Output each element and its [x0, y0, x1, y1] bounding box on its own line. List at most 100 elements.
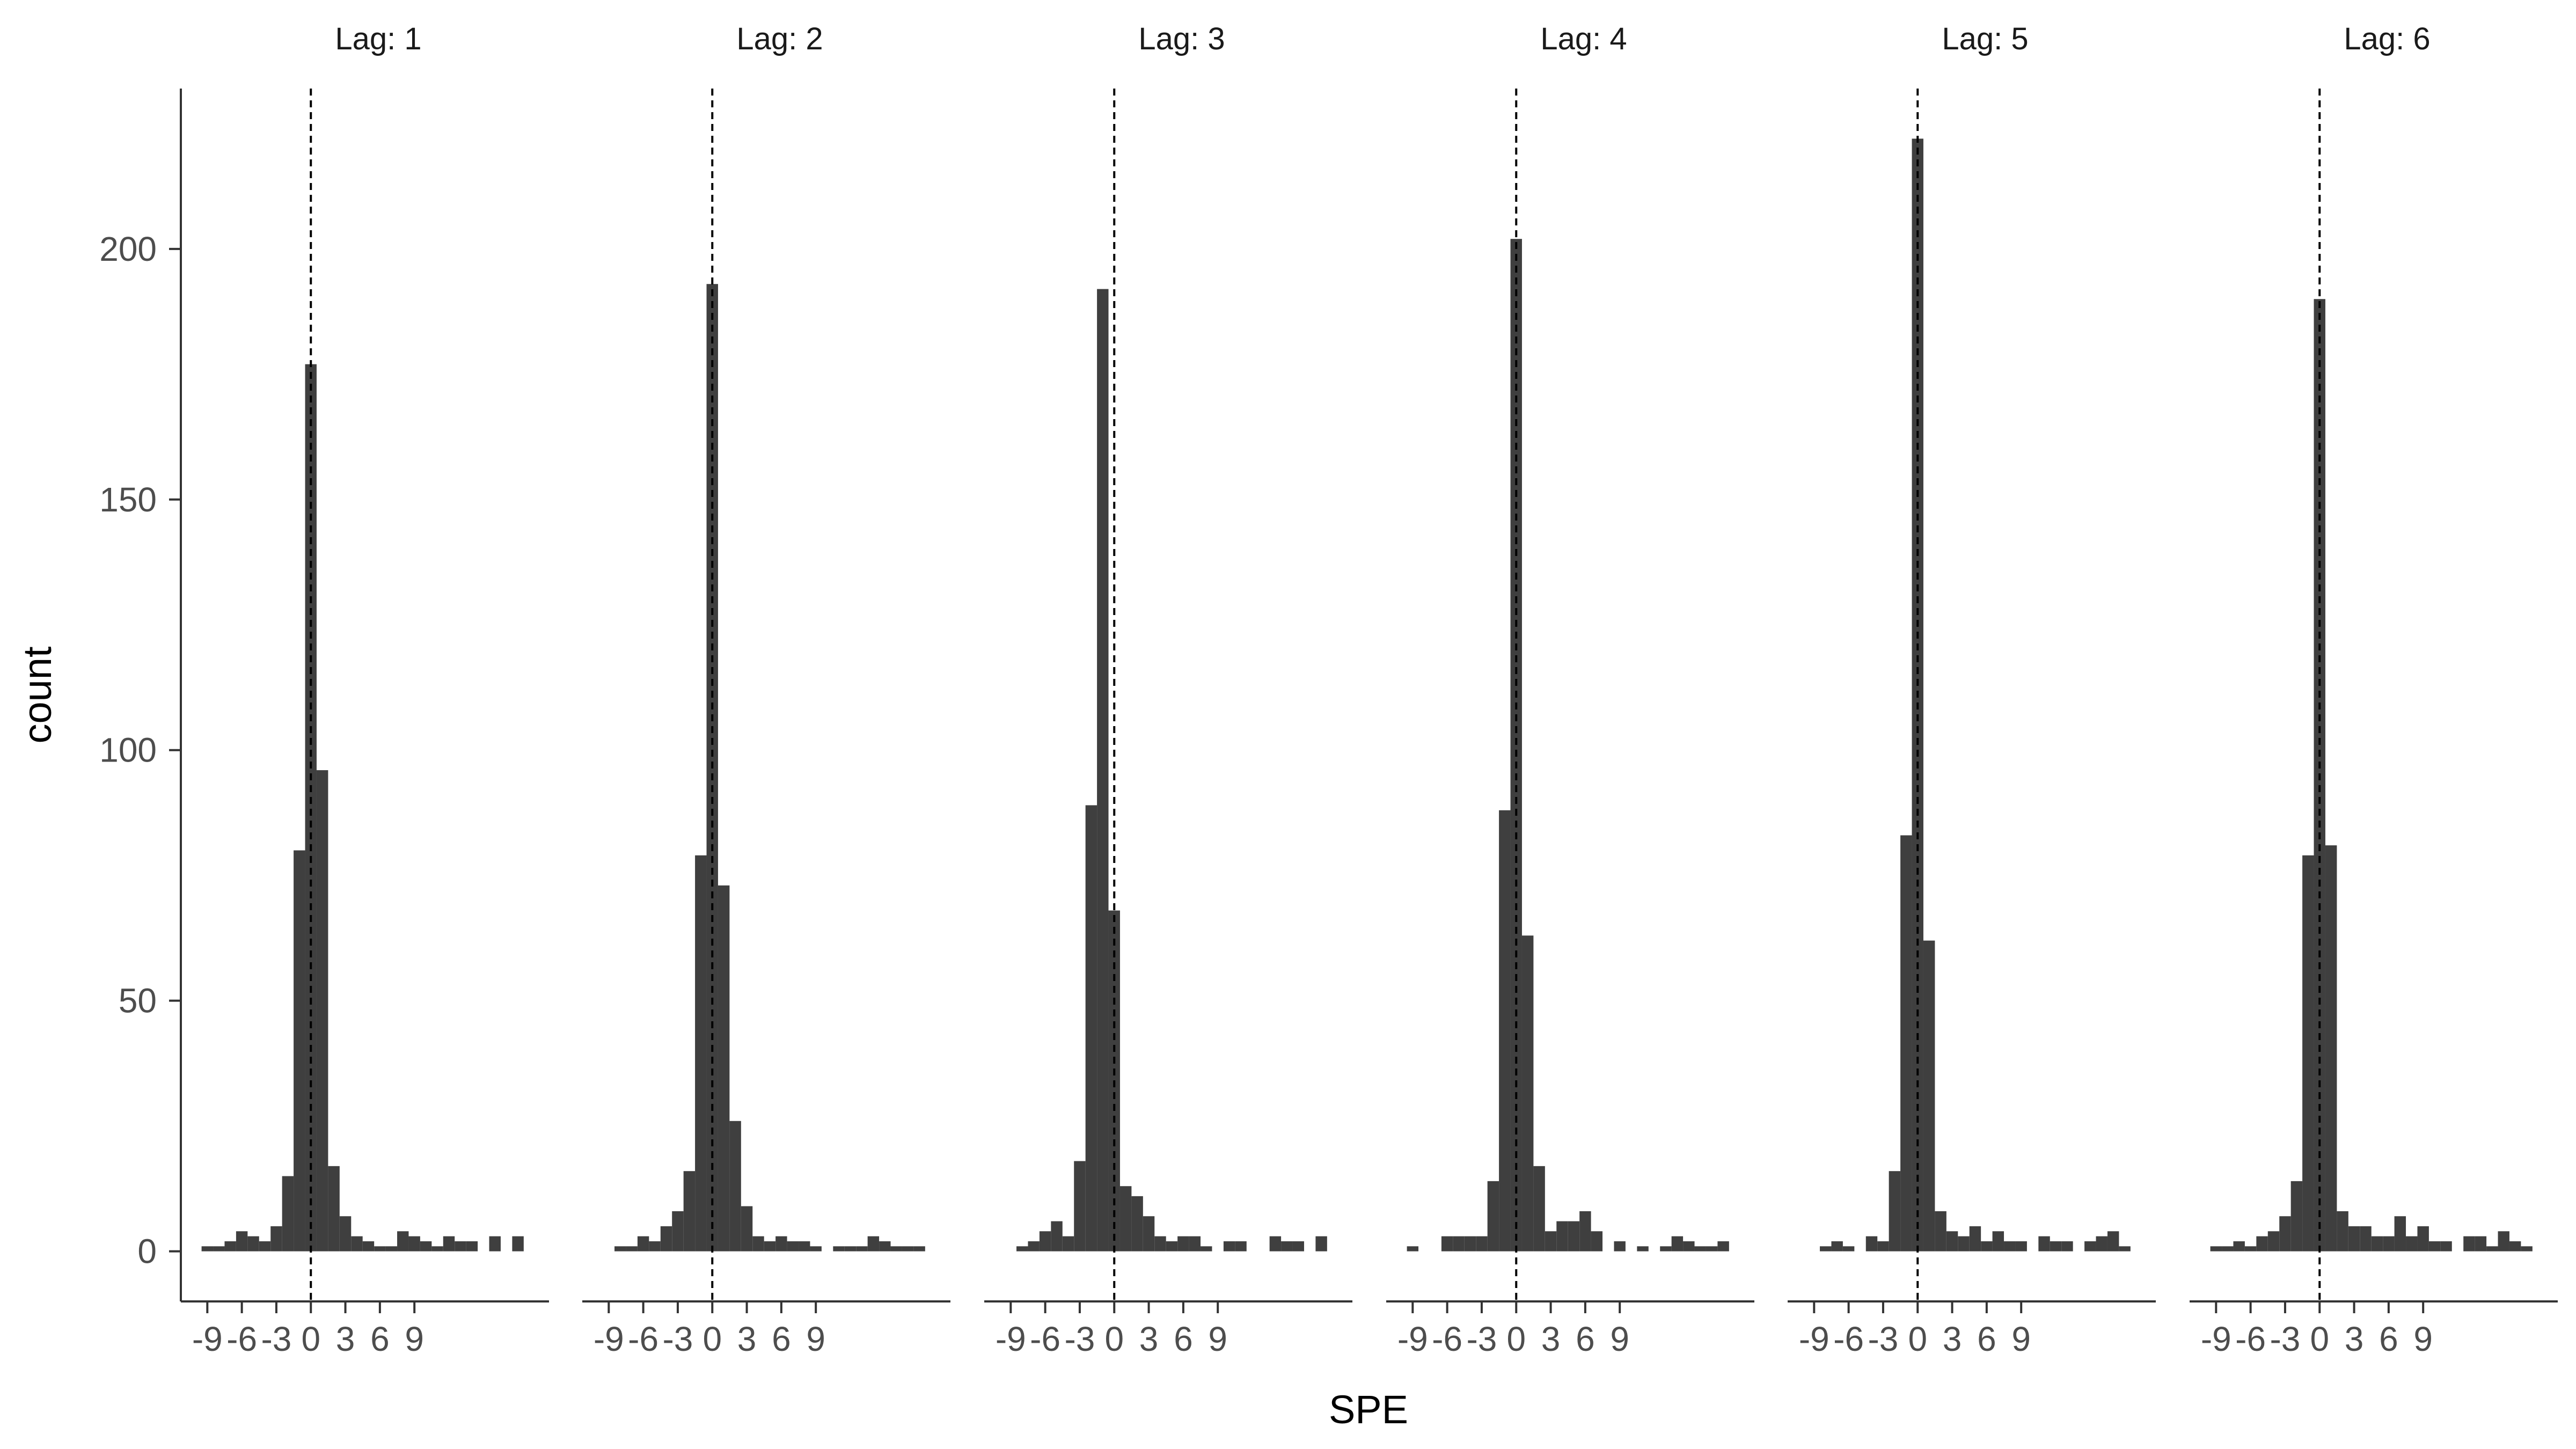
histogram-bar	[626, 1246, 638, 1252]
x-tick-label: 9	[405, 1320, 424, 1358]
histogram-bar	[512, 1236, 524, 1252]
histogram-bar	[683, 1171, 696, 1252]
histogram-bar	[2244, 1246, 2257, 1252]
histogram-bar	[856, 1246, 868, 1252]
x-axis-title: SPE	[1329, 1387, 1408, 1432]
histogram-bar	[1487, 1181, 1499, 1252]
histogram-bar	[2004, 1241, 2016, 1252]
histogram-bar	[1556, 1221, 1568, 1252]
histogram-bar	[614, 1246, 626, 1252]
x-tick-label: -3	[662, 1320, 693, 1358]
histogram-bar	[1637, 1246, 1649, 1252]
x-tick-label: -3	[1868, 1320, 1898, 1358]
histogram-bar	[443, 1236, 455, 1252]
histogram-bar	[1660, 1246, 1672, 1252]
histogram-bar	[397, 1231, 409, 1252]
histogram-bar	[1865, 1236, 1878, 1252]
histogram-bar	[2394, 1216, 2406, 1252]
panel-strip-label: Lag: 4	[1540, 21, 1627, 56]
histogram-bar	[1201, 1246, 1212, 1252]
histogram-bar	[660, 1226, 672, 1252]
histogram-bar	[695, 855, 707, 1252]
histogram-bar	[236, 1231, 248, 1252]
histogram-bar	[2233, 1241, 2245, 1252]
x-tick-label: 6	[370, 1320, 390, 1358]
histogram-bar	[1935, 1211, 1946, 1252]
x-tick-label: -9	[594, 1320, 624, 1358]
histogram-bar	[2325, 845, 2337, 1252]
histogram-bar	[1143, 1216, 1155, 1252]
histogram-bar	[867, 1236, 880, 1252]
histogram-bar	[1683, 1241, 1695, 1252]
histogram-bar	[1269, 1236, 1282, 1252]
histogram-bar	[1923, 940, 1935, 1252]
histogram-bar	[729, 1121, 741, 1252]
histogram-bar	[2050, 1241, 2062, 1252]
histogram-bar	[385, 1246, 398, 1252]
histogram-bar	[1579, 1211, 1591, 1252]
x-tick-label: -9	[2201, 1320, 2231, 1358]
histogram-bar	[1889, 1171, 1901, 1252]
histogram-bar	[890, 1246, 902, 1252]
histogram-bar	[1453, 1236, 1465, 1252]
histogram-bar	[2084, 1241, 2096, 1252]
histogram-bar	[2417, 1226, 2429, 1252]
histogram-bar	[2337, 1211, 2348, 1252]
histogram-bar	[2267, 1231, 2280, 1252]
histogram-bar	[259, 1241, 271, 1252]
x-tick-label: -6	[1030, 1320, 1060, 1358]
histogram-bar	[201, 1246, 214, 1252]
histogram-bar	[2107, 1231, 2119, 1252]
x-tick-label: 0	[1908, 1320, 1927, 1358]
histogram-bar	[1969, 1226, 1981, 1252]
histogram-bar	[1533, 1166, 1545, 1252]
x-tick-label: -9	[192, 1320, 223, 1358]
x-tick-label: 3	[1139, 1320, 1159, 1358]
y-tick-label: 200	[99, 230, 157, 268]
x-tick-label: -9	[1397, 1320, 1428, 1358]
x-tick-label: -3	[261, 1320, 291, 1358]
panel-strip-label: Lag: 3	[1138, 21, 1225, 56]
panel-strip-label: Lag: 1	[335, 21, 421, 56]
histogram-bar	[1085, 805, 1097, 1252]
histogram-bar	[810, 1246, 822, 1252]
histogram-bar	[294, 850, 305, 1252]
histogram-bar	[408, 1236, 420, 1252]
x-tick-label: -9	[996, 1320, 1026, 1358]
histogram-bar	[1166, 1241, 1178, 1252]
histogram-bar	[2210, 1246, 2222, 1252]
histogram-bar	[1820, 1246, 1832, 1252]
histogram-bar	[1281, 1241, 1293, 1252]
histogram-bar	[1842, 1246, 1855, 1252]
histogram-bar	[2498, 1231, 2509, 1252]
histogram-bar	[2290, 1181, 2303, 1252]
x-tick-label: -3	[1466, 1320, 1497, 1358]
histogram-bar	[764, 1241, 776, 1252]
histogram-bar	[2015, 1241, 2027, 1252]
histogram-bar	[1028, 1241, 1040, 1252]
histogram-bar	[1706, 1246, 1718, 1252]
x-tick-label: -6	[1833, 1320, 1864, 1358]
histogram-bar	[431, 1246, 443, 1252]
histogram-bar	[2222, 1246, 2234, 1252]
histogram-bar	[741, 1206, 753, 1252]
histogram-bar	[1671, 1236, 1684, 1252]
histogram-bar	[1074, 1161, 1086, 1252]
histogram-bar	[1062, 1236, 1074, 1252]
histogram-bar	[1694, 1246, 1706, 1252]
histogram-bar	[1051, 1221, 1063, 1252]
histogram-bar	[270, 1226, 282, 1252]
histogram-bar	[775, 1236, 787, 1252]
x-tick-label: 3	[2345, 1320, 2364, 1358]
histogram-bar	[489, 1236, 501, 1252]
histogram-bar	[2383, 1236, 2395, 1252]
x-tick-label: 9	[1208, 1320, 1227, 1358]
panel-strip-label: Lag: 5	[1942, 21, 2028, 56]
histogram-bar	[305, 364, 317, 1252]
histogram-bar	[1441, 1236, 1453, 1252]
x-tick-label: 6	[1977, 1320, 1996, 1358]
histogram-bar	[1292, 1241, 1304, 1252]
histogram-bar	[913, 1246, 925, 1252]
histogram-bar	[1131, 1196, 1143, 1252]
